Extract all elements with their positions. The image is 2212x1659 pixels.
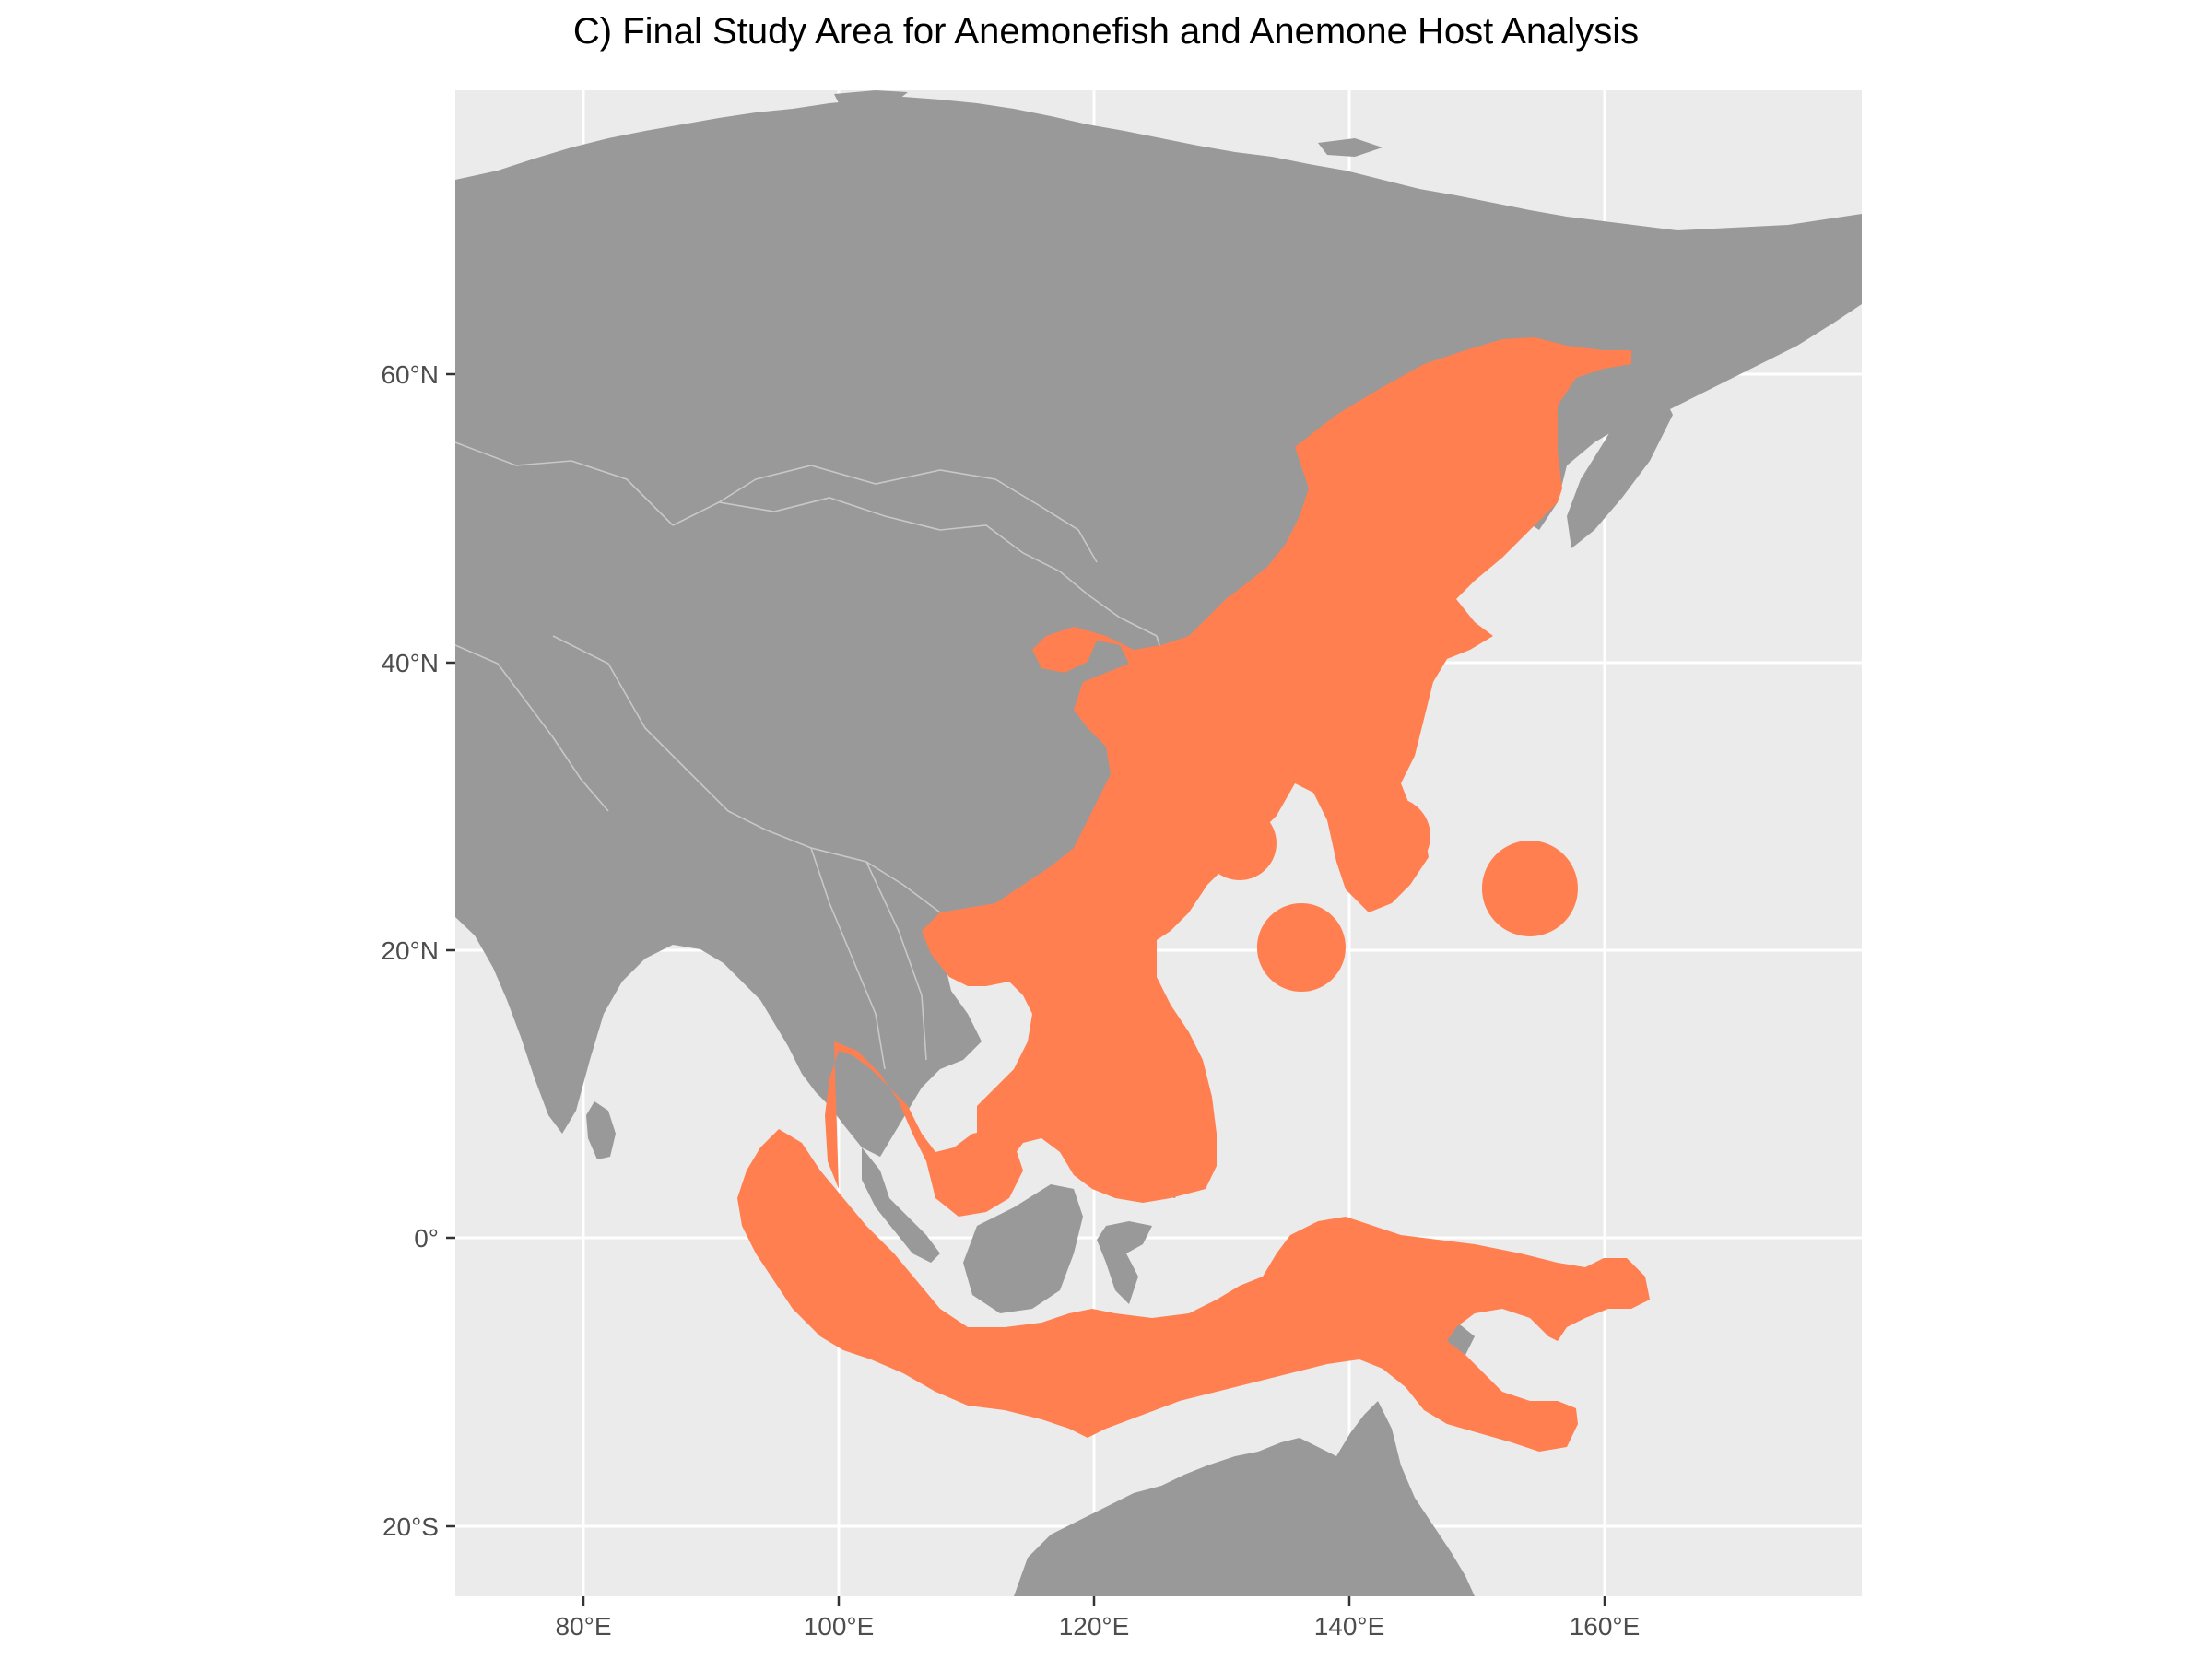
y-tick-label-minus20: 20°S	[382, 1512, 439, 1541]
y-axis: 60°N 40°N 20°N 0° 20°S	[381, 360, 455, 1541]
arctic-island-2	[1318, 138, 1382, 157]
borneo	[963, 1184, 1083, 1313]
x-tick-label-120: 120°E	[1059, 1612, 1130, 1641]
australia	[1014, 1401, 1475, 1596]
y-tick-label-20: 20°N	[381, 936, 439, 965]
border-mongolia	[718, 465, 1098, 563]
border-china-south	[552, 635, 941, 913]
sulawesi	[1097, 1221, 1152, 1304]
study-area-east-china-sea	[1111, 700, 1189, 834]
y-tick-label-60: 60°N	[381, 360, 439, 389]
border-central-asia	[454, 644, 609, 812]
border-indochina	[810, 847, 927, 1070]
study-area-marcus-island-circle	[1481, 841, 1578, 936]
border-china-north	[672, 497, 1158, 637]
sri-lanka	[586, 1101, 616, 1159]
x-tick-label-100: 100°E	[804, 1612, 875, 1641]
study-area-ryukyu-circle	[1202, 806, 1277, 881]
y-tick-label-40: 40°N	[381, 649, 439, 677]
x-tick-label-140: 140°E	[1314, 1612, 1385, 1641]
arctic-island	[834, 90, 908, 107]
x-tick-label-80: 80°E	[555, 1612, 611, 1641]
study-area-okinotori-circle	[1256, 903, 1346, 993]
x-tick-label-160: 160°E	[1570, 1612, 1641, 1641]
study-area-gulf-of-thailand	[825, 1041, 1023, 1217]
map-title: C) Final Study Area for Anemonefish and …	[572, 11, 1640, 52]
study-area-ogasawara-circle	[1352, 797, 1430, 875]
study-area-layer	[737, 337, 1650, 1452]
study-area-northwest-pacific	[922, 337, 1631, 1203]
x-axis: 80°E 100°E 120°E 140°E 160°E	[555, 1596, 1640, 1641]
malay-peninsula	[862, 1147, 940, 1263]
y-tick-label-0: 0°	[414, 1224, 439, 1253]
study-area-indonesia-arc	[737, 1129, 1650, 1452]
kamchatka	[1567, 387, 1673, 548]
border-kazakhstan	[454, 441, 674, 526]
